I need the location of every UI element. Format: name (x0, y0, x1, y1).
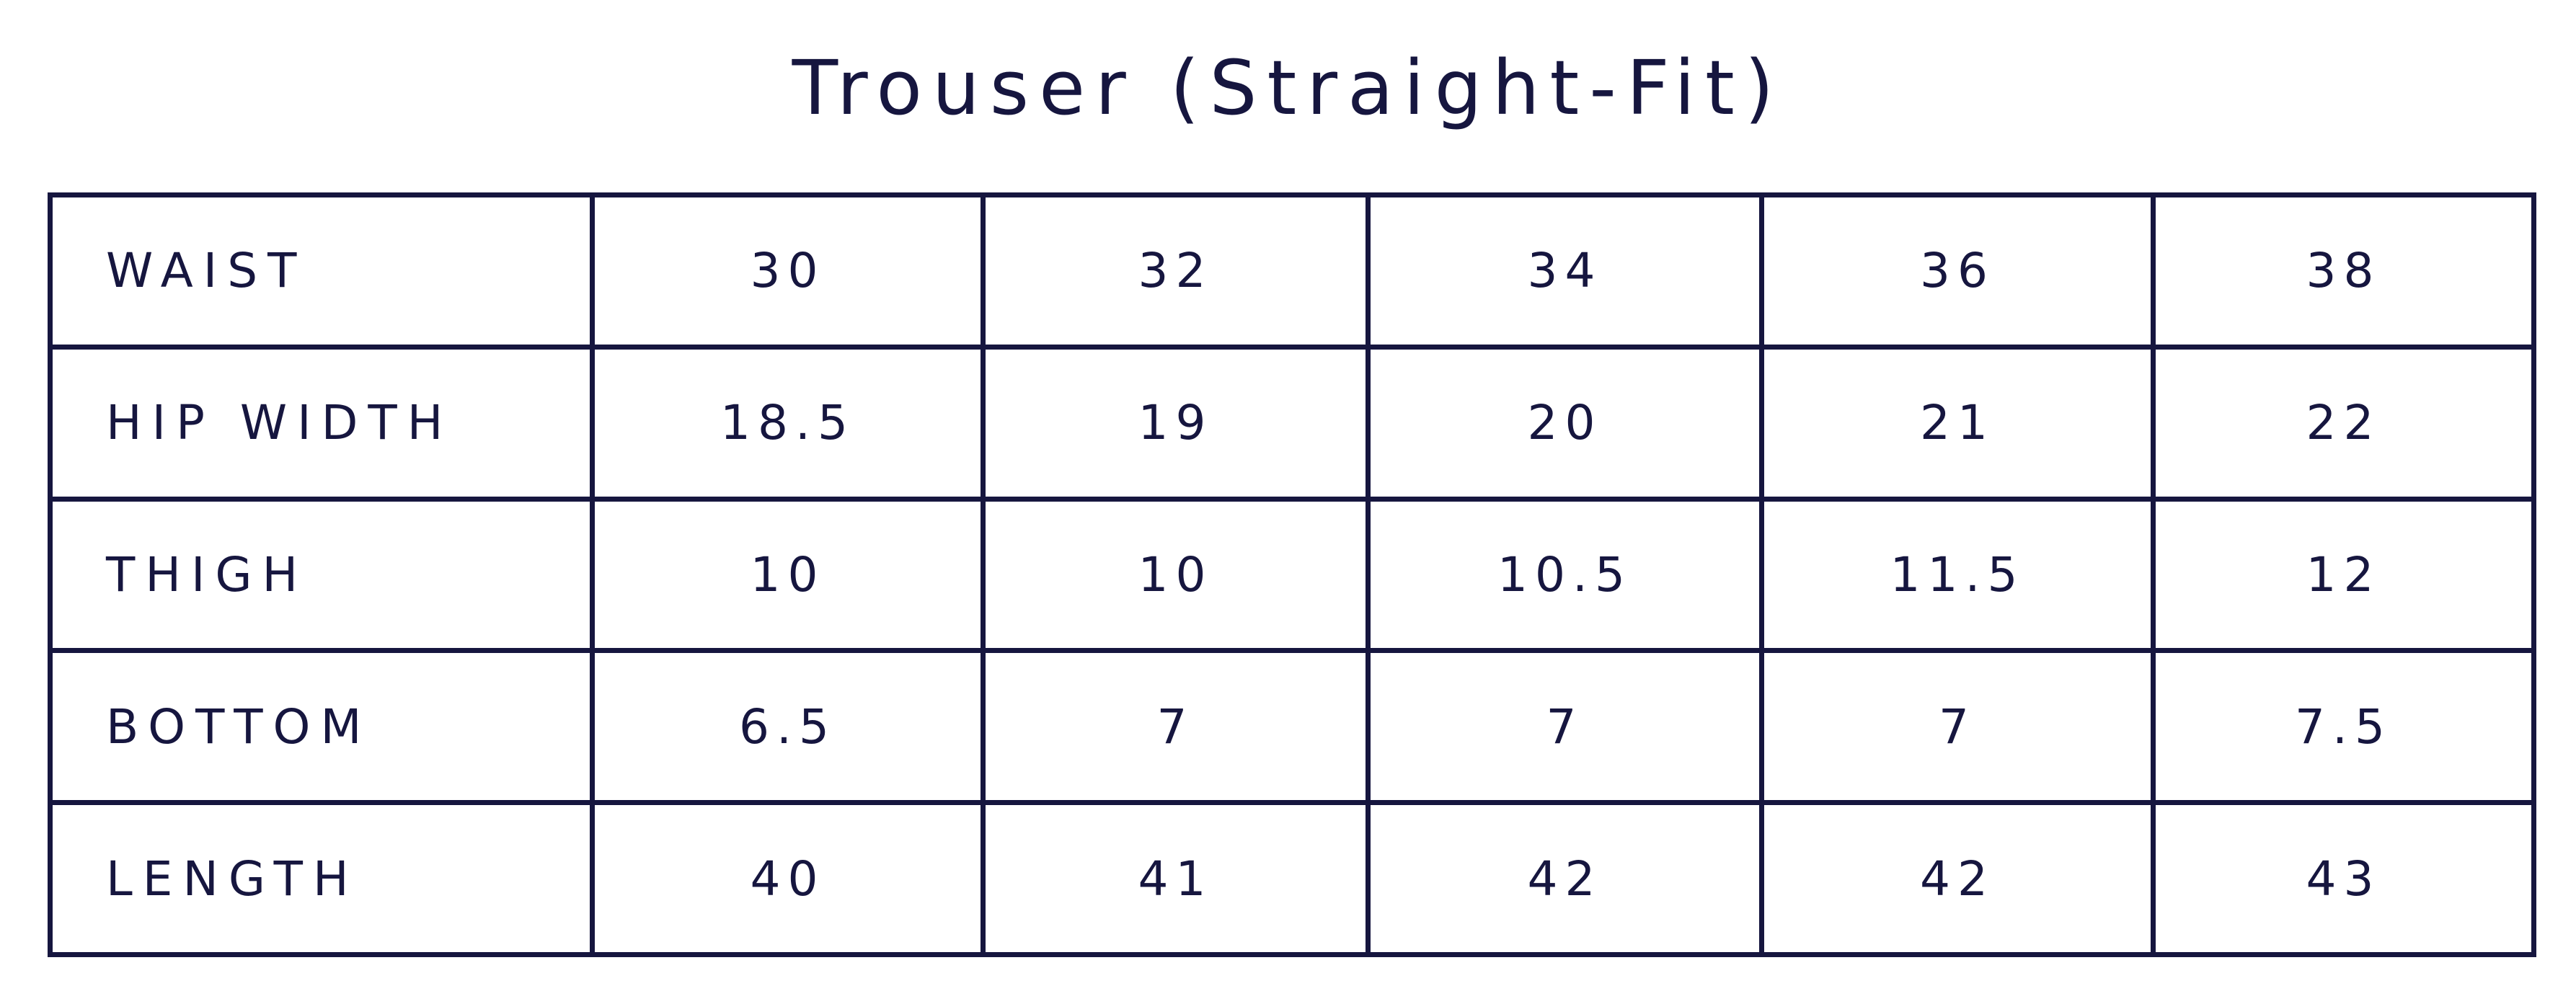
table-cell: 38 (2151, 192, 2536, 350)
table-row: THIGH 10 10 10.5 11.5 12 (48, 496, 2536, 654)
table-cell: 7 (1759, 648, 2156, 806)
table-cell: 19 (981, 344, 1371, 502)
page-title: Trouser (Straight-Fit) (792, 44, 1784, 132)
table-cell: 20 (1366, 344, 1764, 502)
table-cell: 7 (1366, 648, 1764, 806)
table-cell: 21 (1759, 344, 2156, 502)
table-row: BOTTOM 6.5 7 7 7 7.5 (48, 648, 2536, 806)
table-row: LENGTH 40 41 42 42 43 (48, 800, 2536, 957)
table-cell: 6.5 (590, 648, 986, 806)
table-cell: 10.5 (1366, 496, 1764, 654)
row-label: LENGTH (48, 800, 595, 957)
table-cell: 43 (2151, 800, 2536, 957)
table-cell: 36 (1759, 192, 2156, 350)
table-cell: 22 (2151, 344, 2536, 502)
table-cell: 12 (2151, 496, 2536, 654)
table-cell: 42 (1759, 800, 2156, 957)
table-cell: 30 (590, 192, 986, 350)
table-cell: 42 (1366, 800, 1764, 957)
row-label: HIP WIDTH (48, 344, 595, 502)
row-label: BOTTOM (48, 648, 595, 806)
row-label: THIGH (48, 496, 595, 654)
size-chart-table: WAIST 30 32 34 36 38 HIP WIDTH 18.5 19 20 21 22 THIG… (48, 192, 2536, 957)
row-label: WAIST (48, 192, 595, 350)
table-cell: 34 (1366, 192, 1764, 350)
table-cell: 10 (981, 496, 1371, 654)
table-cell: 18.5 (590, 344, 986, 502)
table-cell: 11.5 (1759, 496, 2156, 654)
table-cell: 7.5 (2151, 648, 2536, 806)
table-row: WAIST 30 32 34 36 38 (48, 192, 2536, 350)
table-cell: 32 (981, 192, 1371, 350)
table-cell: 40 (590, 800, 986, 957)
table-cell: 41 (981, 800, 1371, 957)
table-cell: 7 (981, 648, 1371, 806)
table-row: HIP WIDTH 18.5 19 20 21 22 (48, 344, 2536, 502)
table-cell: 10 (590, 496, 986, 654)
